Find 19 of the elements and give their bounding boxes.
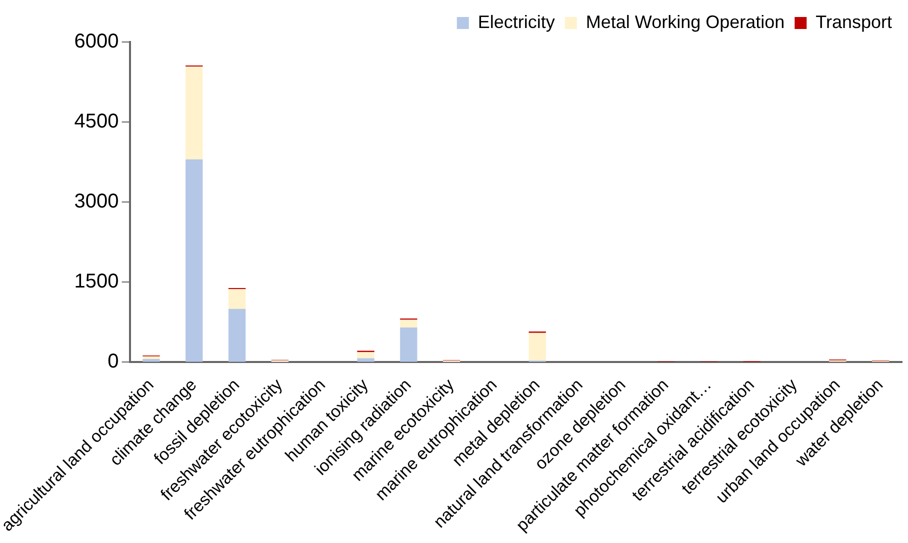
legend-label: Transport	[816, 12, 892, 32]
y-tick-label: 6000	[74, 30, 119, 53]
y-tick-label: 3000	[74, 190, 119, 213]
bar	[228, 308, 246, 362]
y-tick-label: 0	[108, 350, 119, 373]
bar	[186, 159, 203, 362]
legend-label: Metal Working Operation	[586, 12, 785, 32]
bar	[186, 66, 203, 160]
bar	[400, 320, 418, 328]
bar	[142, 356, 160, 360]
y-tick-label: 4500	[74, 110, 119, 133]
y-tick-label: 1500	[74, 270, 119, 293]
bar	[142, 359, 160, 362]
bar	[228, 289, 246, 309]
bar	[357, 358, 374, 362]
legend-label: Electricity	[478, 12, 555, 32]
bar	[528, 332, 546, 361]
bar	[357, 352, 374, 358]
bar	[400, 328, 418, 362]
